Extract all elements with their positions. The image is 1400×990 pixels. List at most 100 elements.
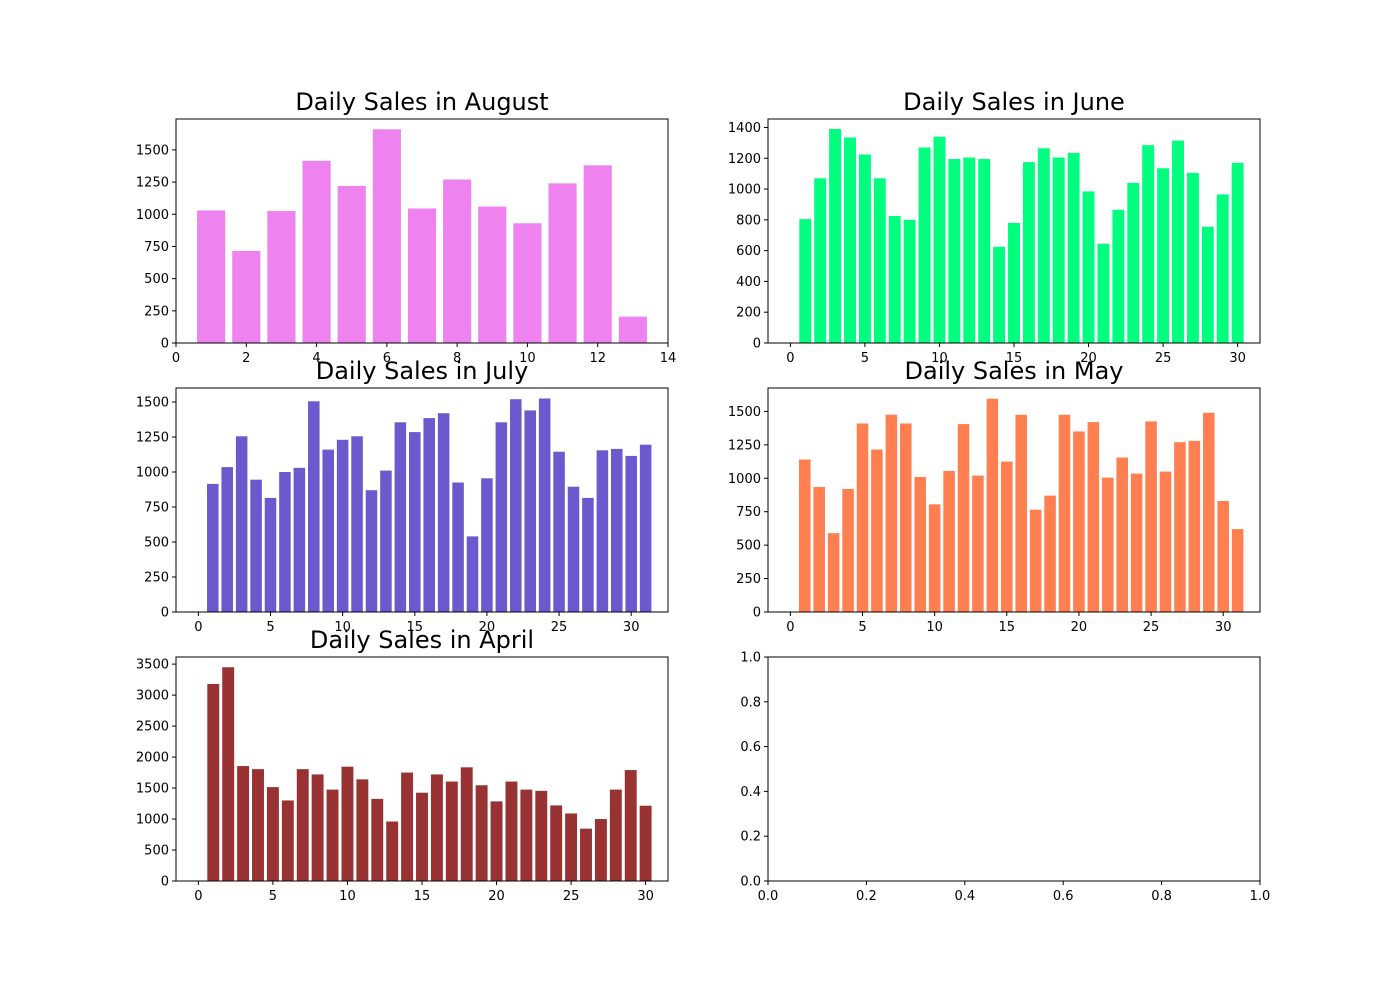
bar-day-19 (466, 536, 479, 612)
panel-empty: 0.0 0.2 0.4 0.6 0.8 1.0 0.0 0.2 0.4 0.6 0.8 1.0 (740, 651, 1270, 905)
y-tick-label: 800 (736, 213, 761, 228)
x-tick-label: 20 (1071, 620, 1088, 635)
bar-day-28 (1188, 440, 1201, 612)
bar-day-11 (548, 183, 577, 343)
bar-day-7 (296, 769, 309, 881)
axes-frame (175, 118, 669, 344)
x-tick-label: 0.8 (1151, 889, 1172, 904)
bar-day-3 (235, 436, 248, 612)
x-tick-label: 25 (551, 620, 568, 635)
x-tick-label: 6 (383, 351, 391, 366)
bar-day-6 (279, 472, 291, 612)
bar-day-21 (1087, 422, 1100, 612)
bar-day-26 (567, 486, 580, 612)
bar-day-31 (639, 444, 652, 612)
bar-day-3 (237, 766, 250, 881)
bar-day-14 (993, 246, 1006, 343)
x-tick-label: 0 (194, 620, 202, 635)
y-tick-label: 500 (144, 536, 169, 551)
bar-day-10 (928, 504, 941, 612)
bar-day-5 (337, 185, 366, 343)
axes-frame (767, 118, 1261, 344)
x-tick-label: 12 (589, 351, 606, 366)
bar-day-5 (858, 154, 871, 343)
y-tick-label: 2500 (136, 720, 169, 735)
y-tick-label: 0 (753, 606, 761, 621)
bar-day-18 (1052, 157, 1065, 343)
bar-day-13 (380, 470, 392, 612)
bar-day-30 (625, 455, 637, 612)
x-tick-label: 5 (266, 620, 274, 635)
x-tick-label: 25 (1155, 351, 1172, 366)
bar-day-24 (1130, 473, 1143, 612)
bar-day-28 (609, 789, 622, 881)
x-tick-label: 25 (563, 889, 580, 904)
y-tick-label: 0 (753, 337, 761, 352)
bar-day-11 (351, 436, 363, 612)
bar-day-15 (409, 432, 421, 612)
bar-day-1 (207, 683, 220, 881)
bar-day-4 (302, 160, 331, 343)
y-tick-label: 1250 (136, 431, 169, 446)
bar-day-16 (423, 418, 435, 612)
y-tick-label: 1000 (136, 208, 169, 223)
y-tick-label: 750 (144, 501, 169, 516)
panel-may: Daily Sales in May 0 5 10 15 20 25 30 0 250 500 75… (728, 357, 1261, 635)
bar-day-18 (460, 767, 473, 881)
y-tick-label: 1250 (728, 438, 761, 453)
bar-day-9 (914, 476, 926, 612)
bar-day-29 (624, 770, 637, 881)
y-tick-label: 0 (161, 606, 169, 621)
x-tick-label: 30 (1229, 351, 1246, 366)
bar-day-28 (1201, 226, 1214, 343)
x-tick-label: 10 (334, 620, 351, 635)
bar-day-6 (372, 129, 401, 343)
panel-august: Daily Sales in August 0 2 4 6 8 10 12 14 0 250 500… (136, 88, 676, 366)
bar-day-11 (356, 779, 369, 881)
bar-day-4 (250, 479, 262, 612)
bar-day-7 (293, 467, 306, 612)
x-tick-label: 8 (453, 351, 461, 366)
y-tick-label: 200 (736, 306, 761, 321)
y-tick-label: 500 (144, 844, 169, 859)
bar-day-23 (524, 410, 536, 612)
y-tick-label: 3500 (136, 658, 169, 673)
y-tick-label: 0 (161, 875, 169, 890)
bar-day-23 (535, 790, 548, 881)
bar-day-16 (1022, 162, 1035, 343)
y-tick-label: 2000 (136, 751, 169, 766)
y-tick-label: 3000 (136, 689, 169, 704)
y-tick-label: 1000 (728, 472, 761, 487)
x-tick-label: 10 (931, 351, 948, 366)
x-tick-label: 0 (172, 351, 180, 366)
bar-day-12 (957, 424, 970, 612)
bar-day-10 (336, 439, 349, 612)
bar-day-29 (1216, 194, 1229, 343)
bar-day-2 (222, 667, 235, 881)
y-tick-label: 0.4 (740, 785, 761, 800)
bar-day-6 (871, 449, 883, 612)
bar-day-25 (1145, 421, 1157, 612)
bar-day-30 (1217, 501, 1229, 612)
bar-day-20 (490, 801, 503, 881)
bar-day-14 (394, 422, 407, 612)
bar-day-13 (386, 821, 399, 881)
bar-day-25 (1157, 168, 1170, 343)
x-tick-label: 30 (637, 889, 654, 904)
y-tick-label: 500 (144, 272, 169, 287)
bar-day-24 (1142, 145, 1155, 343)
bar-day-7 (888, 215, 901, 343)
x-tick-label: 10 (926, 620, 943, 635)
x-tick-label: 5 (858, 620, 866, 635)
bar-day-12 (963, 157, 976, 343)
x-tick-label: 20 (1080, 351, 1097, 366)
bar-day-31 (1231, 529, 1244, 612)
bar-day-22 (1112, 209, 1125, 343)
bar-day-8 (443, 179, 472, 343)
x-tick-label: 5 (269, 889, 277, 904)
bar-day-16 (1015, 414, 1027, 612)
x-tick-label: 15 (407, 620, 424, 635)
panel-title: Daily Sales in June (903, 88, 1125, 116)
bar-day-10 (341, 766, 354, 881)
